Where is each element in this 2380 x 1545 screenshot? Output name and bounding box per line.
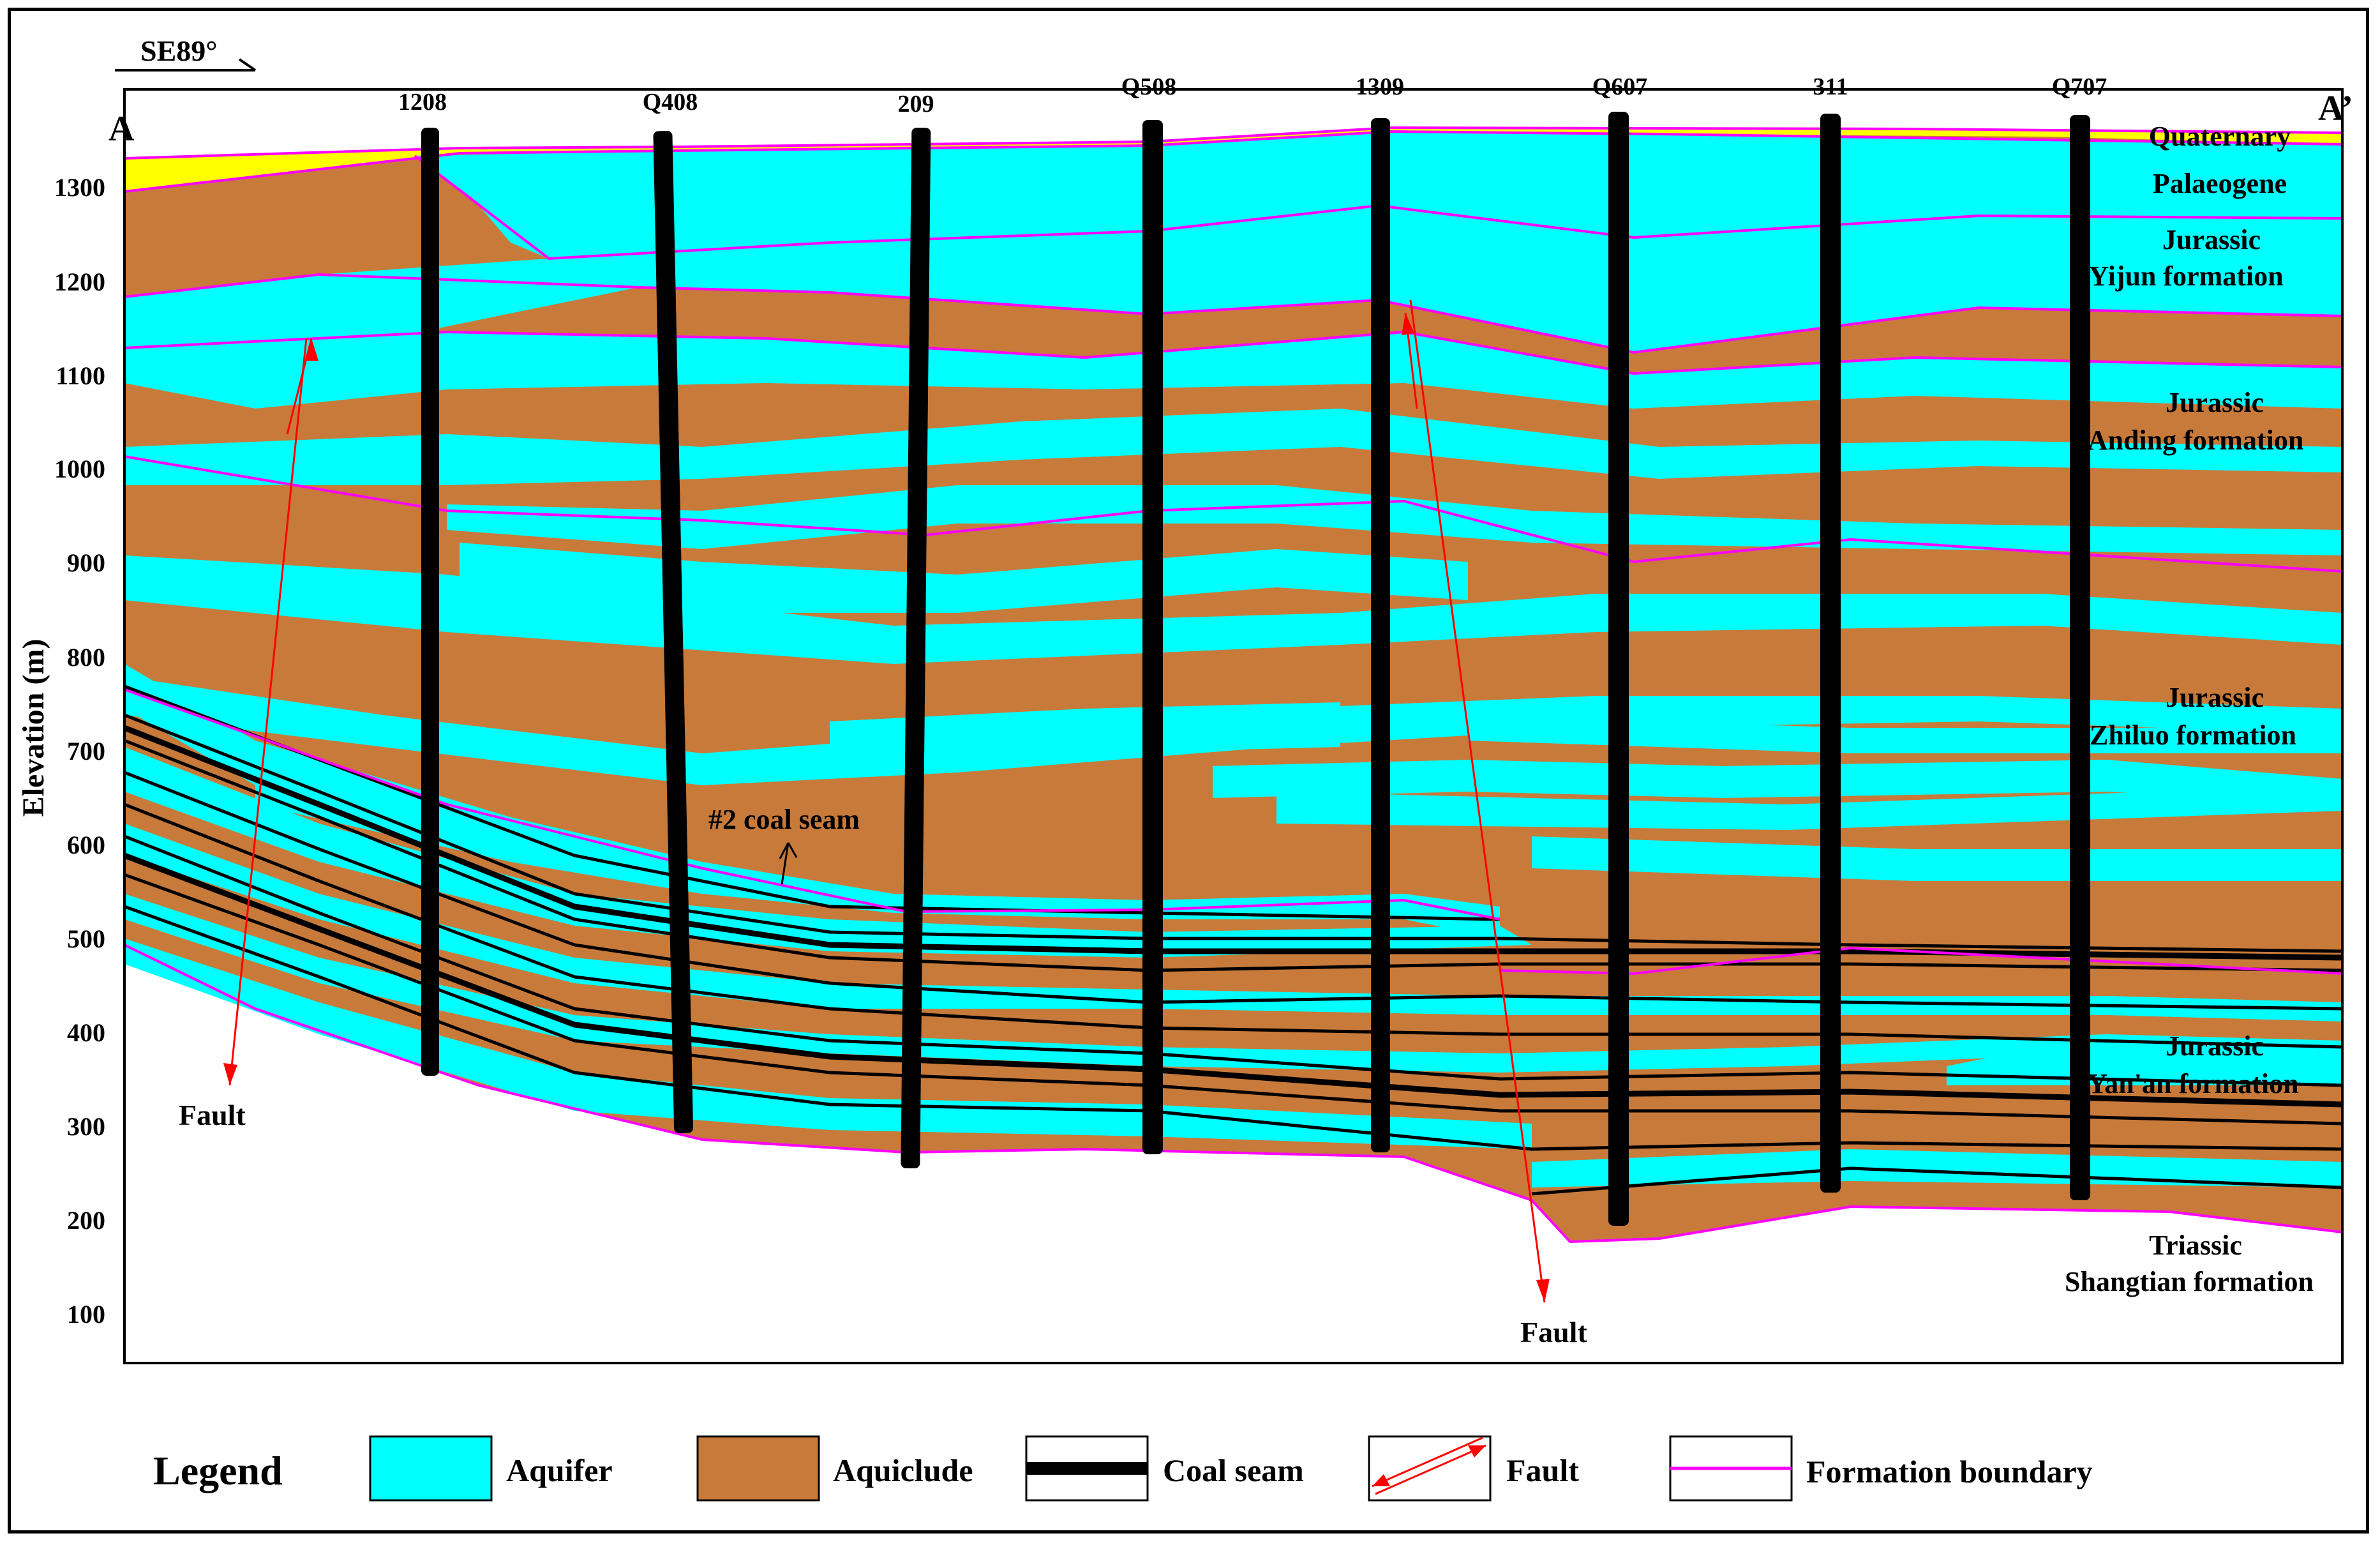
coal-seams-thick bbox=[124, 725, 2342, 1108]
yanan-aquifer bbox=[1947, 1034, 2342, 1085]
yijun-label-line2: Yijun formation bbox=[2088, 260, 2283, 292]
legend-coal-seam-label: Coal seam bbox=[1163, 1452, 1304, 1488]
y-tick: 1200 bbox=[54, 268, 105, 296]
well-Q408 bbox=[653, 131, 694, 1133]
well-209 bbox=[901, 127, 931, 1169]
legend-aquifer-swatch bbox=[369, 1435, 493, 1502]
y-tick: 600 bbox=[67, 831, 105, 859]
y-tick: 300 bbox=[67, 1112, 105, 1141]
aquifer-band bbox=[1468, 715, 2342, 753]
well-label: 209 bbox=[898, 91, 934, 117]
direction-label: SE89° bbox=[140, 34, 218, 67]
y-tick: 1300 bbox=[54, 173, 105, 202]
well-label: Q508 bbox=[1121, 73, 1177, 100]
well-label: 311 bbox=[1813, 73, 1848, 100]
legend-formation-boundary-label: Formation boundary bbox=[1806, 1454, 2093, 1489]
annotations: #2 coal seam Fault Fault bbox=[179, 804, 1587, 1348]
palaeogene-label: Palaeogene bbox=[2153, 168, 2287, 199]
zhiluo-label-line1: Jurassic bbox=[2166, 682, 2264, 713]
well-label: Q707 bbox=[2052, 73, 2107, 100]
y-tick: 100 bbox=[67, 1300, 105, 1329]
yijun-label-line1: Jurassic bbox=[2162, 224, 2261, 255]
y-axis: Elevation (m) 1300 1200 1100 1000 900 80… bbox=[17, 173, 105, 1329]
anding-label-line1: Jurassic bbox=[2166, 387, 2264, 418]
anding-label-line2: Anding formation bbox=[2088, 425, 2304, 456]
well-label: 1208 bbox=[398, 89, 447, 116]
fault-label-left: Fault bbox=[179, 1099, 246, 1131]
zhiluo-label-line2: Zhiluo formation bbox=[2090, 720, 2296, 751]
triassic-label-line1: Triassic bbox=[2149, 1230, 2242, 1261]
aquifer-band bbox=[460, 543, 1468, 613]
well-Q707 bbox=[2070, 115, 2090, 1200]
well-label: Q607 bbox=[1592, 73, 1648, 100]
well-label: 1309 bbox=[1356, 73, 1404, 100]
aquifer-band bbox=[1213, 760, 2342, 804]
y-tick: 1000 bbox=[54, 455, 105, 483]
coal-seams bbox=[124, 684, 2342, 1196]
y-tick: 700 bbox=[67, 737, 105, 765]
well-Q508 bbox=[1142, 120, 1163, 1154]
strata-labels: Quaternary Palaeogene Jurassic Yijun for… bbox=[2065, 121, 2314, 1297]
fault-arrowheads bbox=[223, 313, 1550, 1302]
well-Q607 bbox=[1608, 112, 1629, 1226]
palaeogene-aquifer-west bbox=[124, 206, 2342, 352]
legend-fault-label: Fault bbox=[1506, 1452, 1579, 1488]
triassic-label-line2: Shangtian formation bbox=[2065, 1266, 2314, 1297]
coal-seam-2-label: #2 coal seam bbox=[708, 804, 860, 835]
yanan-aquifer bbox=[124, 664, 702, 894]
well-311 bbox=[1820, 114, 1841, 1193]
y-axis-label: Elevation (m) bbox=[17, 639, 50, 817]
legend-title: Legend bbox=[153, 1448, 283, 1493]
aquifer-band bbox=[1532, 836, 2342, 881]
direction-indicator: SE89° bbox=[115, 34, 257, 72]
wells bbox=[421, 112, 2090, 1226]
y-tick: 500 bbox=[67, 924, 105, 953]
aquifer-band bbox=[830, 702, 1340, 753]
legend-aquiclude-swatch bbox=[696, 1435, 820, 1502]
well-label: Q408 bbox=[643, 89, 698, 116]
legend-aquiclude-label: Aquiclude bbox=[833, 1452, 973, 1488]
yanan-label-line2: Yan'an formation bbox=[2087, 1068, 2298, 1099]
aquifer-band bbox=[124, 332, 2342, 409]
y-tick: 200 bbox=[67, 1206, 105, 1235]
y-tick: 1100 bbox=[56, 361, 105, 390]
section-start-label: A bbox=[109, 109, 135, 149]
y-tick: 800 bbox=[67, 643, 105, 672]
well-1208 bbox=[421, 128, 439, 1076]
yanan-label-line1: Jurassic bbox=[2166, 1030, 2264, 1062]
section-end-label: A’ bbox=[2318, 89, 2353, 128]
plot-border bbox=[123, 88, 2344, 1364]
geologic-body bbox=[124, 112, 2342, 1303]
fault-label-right: Fault bbox=[1520, 1316, 1587, 1348]
legend-aquifer-label: Aquifer bbox=[506, 1452, 613, 1488]
well-1309 bbox=[1371, 118, 1390, 1152]
legend: Legend Aquifer Aquiclude Coal seam Fault… bbox=[153, 1435, 2093, 1502]
y-tick: 900 bbox=[67, 548, 105, 577]
figure-frame bbox=[8, 8, 2369, 1534]
y-tick: 400 bbox=[67, 1018, 105, 1047]
well-labels: 1208 Q408 209 Q508 1309 Q607 311 Q707 bbox=[398, 73, 2107, 117]
quaternary-label: Quaternary bbox=[2149, 121, 2291, 152]
yanan-aquifer bbox=[124, 938, 1532, 1149]
